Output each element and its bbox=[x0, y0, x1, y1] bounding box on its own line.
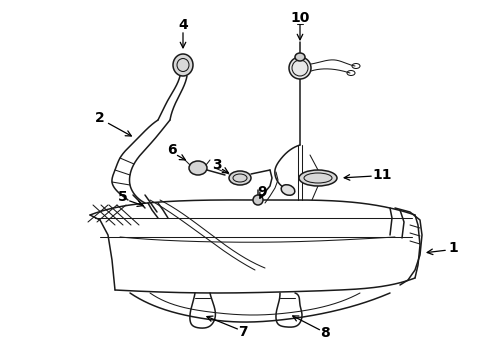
Text: 11: 11 bbox=[372, 168, 392, 182]
Text: 3: 3 bbox=[212, 158, 222, 172]
Ellipse shape bbox=[289, 57, 311, 79]
Text: 8: 8 bbox=[320, 326, 330, 340]
Text: 4: 4 bbox=[178, 18, 188, 32]
Ellipse shape bbox=[173, 54, 193, 76]
Ellipse shape bbox=[189, 161, 207, 175]
Ellipse shape bbox=[295, 53, 305, 61]
Text: 7: 7 bbox=[238, 325, 248, 339]
Text: 2: 2 bbox=[95, 111, 105, 125]
Ellipse shape bbox=[299, 170, 337, 186]
Text: 1: 1 bbox=[448, 241, 458, 255]
Text: 9: 9 bbox=[257, 185, 267, 199]
Ellipse shape bbox=[229, 171, 251, 185]
Ellipse shape bbox=[281, 185, 295, 195]
Text: 5: 5 bbox=[118, 190, 128, 204]
Text: 10: 10 bbox=[290, 11, 310, 25]
Text: 6: 6 bbox=[167, 143, 177, 157]
Ellipse shape bbox=[253, 195, 263, 205]
